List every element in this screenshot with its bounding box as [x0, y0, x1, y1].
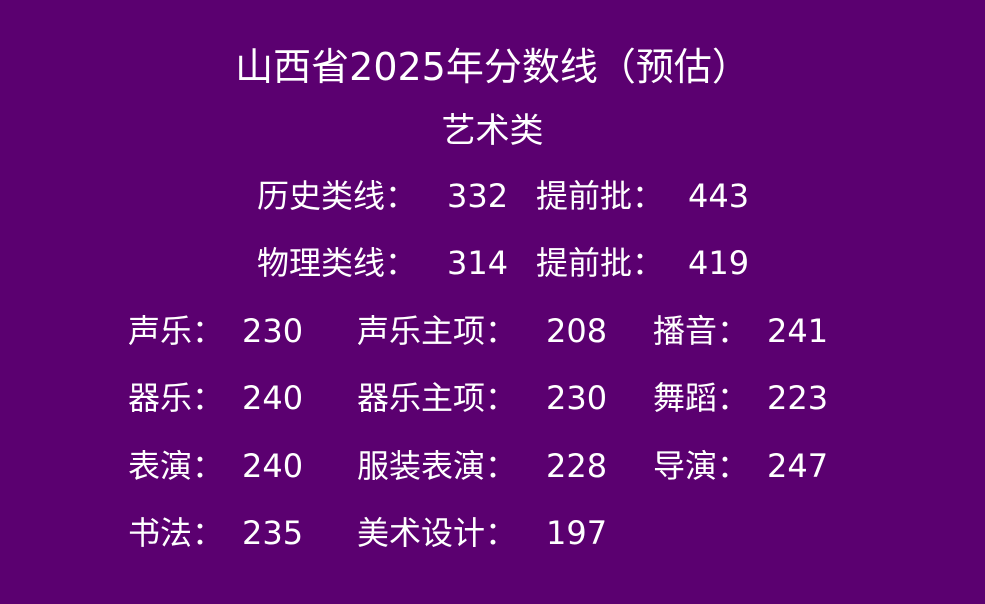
- score-value: 228: [546, 447, 608, 485]
- line-label: 物理类线：: [257, 244, 418, 282]
- score-label: 声乐：: [128, 312, 225, 350]
- score-label: 导演：: [653, 447, 750, 485]
- score-label: 器乐主项：: [357, 379, 518, 417]
- line-value-2: 443: [688, 177, 750, 215]
- score-value: 235: [242, 514, 304, 552]
- line-label: 历史类线：: [257, 177, 418, 215]
- score-value: 240: [242, 447, 304, 485]
- line-value: 314: [447, 244, 509, 282]
- score-label: 书法：: [128, 514, 225, 552]
- line-value-2: 419: [688, 244, 750, 282]
- line-label-2: 提前批：: [536, 177, 665, 215]
- page-title: 山西省2025年分数线（预估）: [235, 45, 750, 89]
- score-label: 声乐主项：: [357, 312, 518, 350]
- score-value: 208: [546, 312, 608, 350]
- page-subtitle: 艺术类: [441, 111, 544, 151]
- score-label: 播音：: [653, 312, 750, 350]
- line-value: 332: [447, 177, 509, 215]
- score-label: 器乐：: [128, 379, 225, 417]
- score-value: 240: [242, 379, 304, 417]
- score-value: 223: [767, 379, 829, 417]
- score-label: 美术设计：: [357, 514, 518, 552]
- score-label: 表演：: [128, 447, 225, 485]
- score-value: 247: [767, 447, 829, 485]
- score-value: 241: [767, 312, 829, 350]
- score-label: 舞蹈：: [653, 379, 750, 417]
- score-value: 230: [546, 379, 608, 417]
- score-value: 197: [546, 514, 608, 552]
- score-label: 服装表演：: [357, 447, 518, 485]
- line-label-2: 提前批：: [536, 244, 665, 282]
- score-value: 230: [242, 312, 304, 350]
